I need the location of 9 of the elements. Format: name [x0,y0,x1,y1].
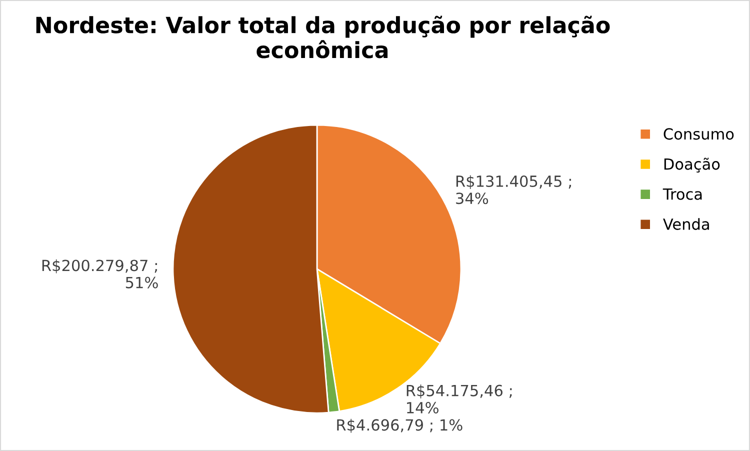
legend-label: Venda [663,218,709,230]
data-label: R$200.279,87 ; 51% [42,259,158,288]
legend-label: Troca [662,188,702,200]
legend-label: Consumo [664,128,734,140]
chart-title: Nordeste: Valor total da produção por relação econômica [36,16,610,58]
data-label: R$4.696,79 ; 1% [337,418,462,433]
data-label: R$54.175,46 ; 14% [406,384,512,414]
legend-label: Doação [664,158,720,173]
data-label: R$131.405,45 ; 34% [456,175,571,204]
